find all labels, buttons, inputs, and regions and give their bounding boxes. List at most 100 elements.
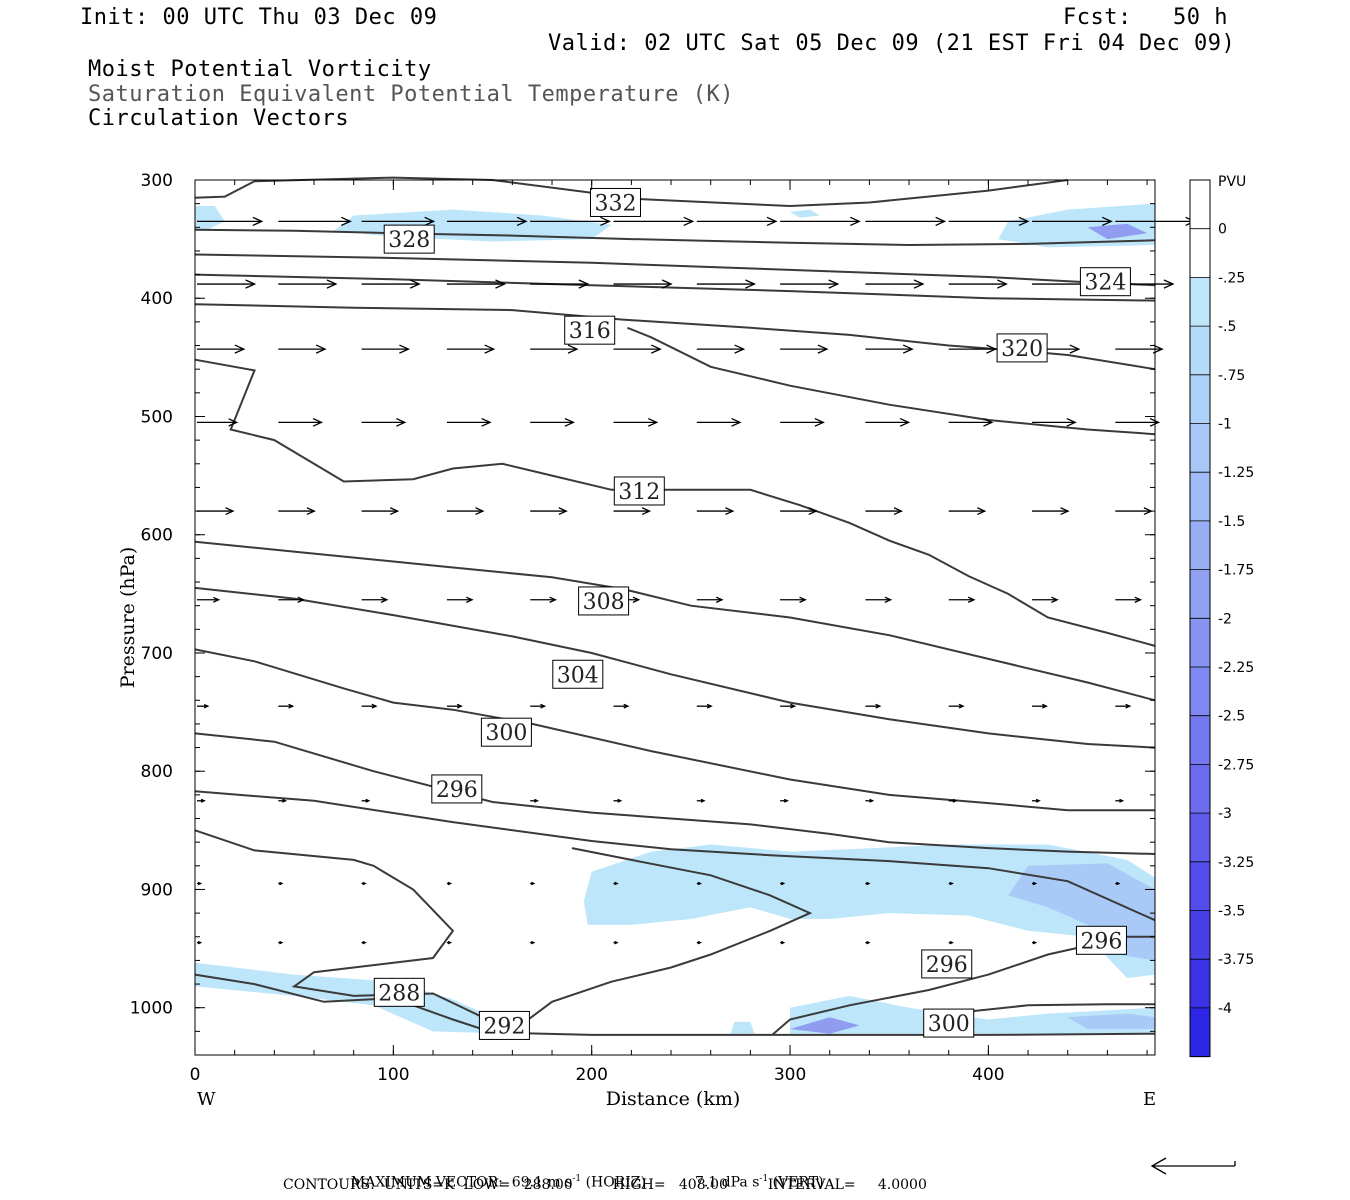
contour-label: 316 [569, 319, 611, 344]
contour-label-box [431, 774, 483, 804]
vector-arrowhead [799, 596, 807, 603]
vert-suffix: (VERT) [772, 1174, 824, 1191]
colorbar-label: -2.25 [1218, 660, 1254, 676]
vector-arrowhead [1134, 596, 1143, 603]
colorbar-label: -2 [1218, 611, 1232, 627]
contour-label: 312 [618, 480, 660, 505]
vector-arrowhead [745, 279, 757, 289]
vector-arrowhead [578, 279, 590, 289]
colorbar-label: -4 [1218, 1001, 1232, 1017]
theta-es-contour [194, 273, 1156, 302]
contour-label: 296 [436, 778, 478, 803]
colorbar-label: -.75 [1218, 368, 1245, 384]
vector-arrowhead [866, 881, 871, 886]
mpv-shade-region [790, 995, 1155, 1034]
vector-arrowhead [902, 344, 914, 354]
vector-arrowhead [780, 881, 786, 886]
vector-arrowhead [389, 507, 400, 516]
vector-arrowhead [949, 940, 954, 945]
colorbar-label: -1.25 [1218, 465, 1254, 481]
vector-arrowhead [558, 507, 568, 516]
vector-arrowhead [1152, 344, 1164, 354]
colorbar-label: -3 [1218, 806, 1232, 822]
theta-es-contour [194, 228, 1156, 247]
field-title-vectors: Circulation Vectors [88, 106, 350, 131]
vector-arrowhead [567, 344, 579, 354]
vector-arrowhead [365, 798, 371, 803]
vector-arrowhead [396, 417, 407, 427]
colorbar-segment [1190, 326, 1210, 376]
contour-label-box [552, 659, 604, 689]
vector-arrowhead [952, 798, 958, 803]
theta-es-contour [194, 732, 1156, 855]
vector-arrowhead [306, 507, 316, 516]
colorbar-segment [1190, 910, 1210, 960]
vector-arrowhead [1035, 798, 1041, 803]
contour-label-box [996, 333, 1048, 363]
vector-arrowhead [958, 703, 965, 709]
plot-frame [194, 179, 1156, 1056]
x-tick-label: 300 [774, 1065, 806, 1085]
vert-exponent: -1 [759, 1174, 769, 1184]
vector-arrowhead [935, 216, 947, 227]
x-axis-east-label: E [1143, 1089, 1156, 1110]
field-title-theta-es: Saturation Equivalent Potential Temperat… [88, 82, 735, 107]
colorbar-label: -3.75 [1218, 952, 1254, 968]
vector-arrowhead [697, 881, 703, 886]
vector-arrowhead [780, 940, 786, 945]
vector-arrowhead [967, 596, 976, 603]
x-tick-label: 100 [377, 1065, 409, 1085]
theta-es-contour [194, 648, 1155, 812]
vector-arrowhead [614, 881, 619, 886]
vector-arrowhead [213, 596, 221, 603]
vector-arrowhead [534, 798, 539, 803]
mpv-shade-region [1087, 223, 1148, 240]
y-tick-label: 500 [141, 407, 173, 427]
contour-label: 300 [485, 721, 527, 746]
colorbar-label: -1 [1218, 417, 1232, 433]
vector-arrowhead [1032, 881, 1038, 886]
colorbar-segment [1190, 618, 1210, 668]
mpv-shade-region [195, 962, 513, 1034]
vector-arrowhead [225, 507, 235, 516]
vector-arrowhead [814, 417, 825, 427]
vector-arrowhead [197, 881, 203, 886]
vector-arrowhead [447, 881, 453, 886]
vector-arrowhead [647, 417, 659, 427]
circulation-vectors [197, 216, 1197, 945]
contour-label: 296 [926, 953, 968, 978]
x-axis-west-label: W [197, 1089, 216, 1110]
y-tick-label: 900 [141, 880, 173, 900]
vector-arrowhead [614, 940, 619, 945]
colorbar-segment [1190, 520, 1210, 571]
vector-arrowhead [866, 940, 871, 945]
theta-es-contour [194, 973, 1156, 1036]
horiz-suffix: (HORIZ) [585, 1174, 646, 1191]
vector-arrowhead [282, 798, 288, 803]
vector-arrowhead [1032, 940, 1038, 945]
axes: 300 400 500 600 700 800 900 1000 0 100 200 300 400 [130, 171, 1155, 1085]
max-vector-vert: 7.1 dPa s [694, 1174, 760, 1191]
vector-arrowhead [1119, 798, 1125, 803]
contour-label-box [589, 187, 641, 217]
init-time: Init: 00 UTC Thu 03 Dec 09 [80, 5, 438, 30]
colorbar-label: -2.75 [1218, 757, 1254, 773]
vector-arrowhead [1125, 703, 1132, 709]
vector-arrowhead [234, 344, 246, 354]
vector-arrowhead [549, 596, 557, 603]
vector-arrowhead [731, 417, 742, 427]
vector-arrowhead [997, 279, 1008, 289]
vector-arrowhead [1041, 703, 1049, 709]
vector-arrowhead [1060, 507, 1070, 516]
colorbar-segment [1190, 861, 1210, 911]
theta-es-contours [194, 176, 1156, 1036]
vector-arrowhead [850, 216, 861, 227]
colorbar-label: 0 [1218, 222, 1227, 238]
vector-arrowhead [949, 881, 954, 886]
colorbar-segment [1190, 374, 1210, 424]
vector-arrowhead [790, 703, 797, 709]
vector-arrowhead [1051, 596, 1059, 603]
contour-info: CONTOURS: UNITS=K LOW= 288.00 HIGH= 408.… [283, 1177, 927, 1193]
vector-arrowhead [617, 798, 623, 803]
horiz-exponent: -1 [572, 1174, 582, 1184]
